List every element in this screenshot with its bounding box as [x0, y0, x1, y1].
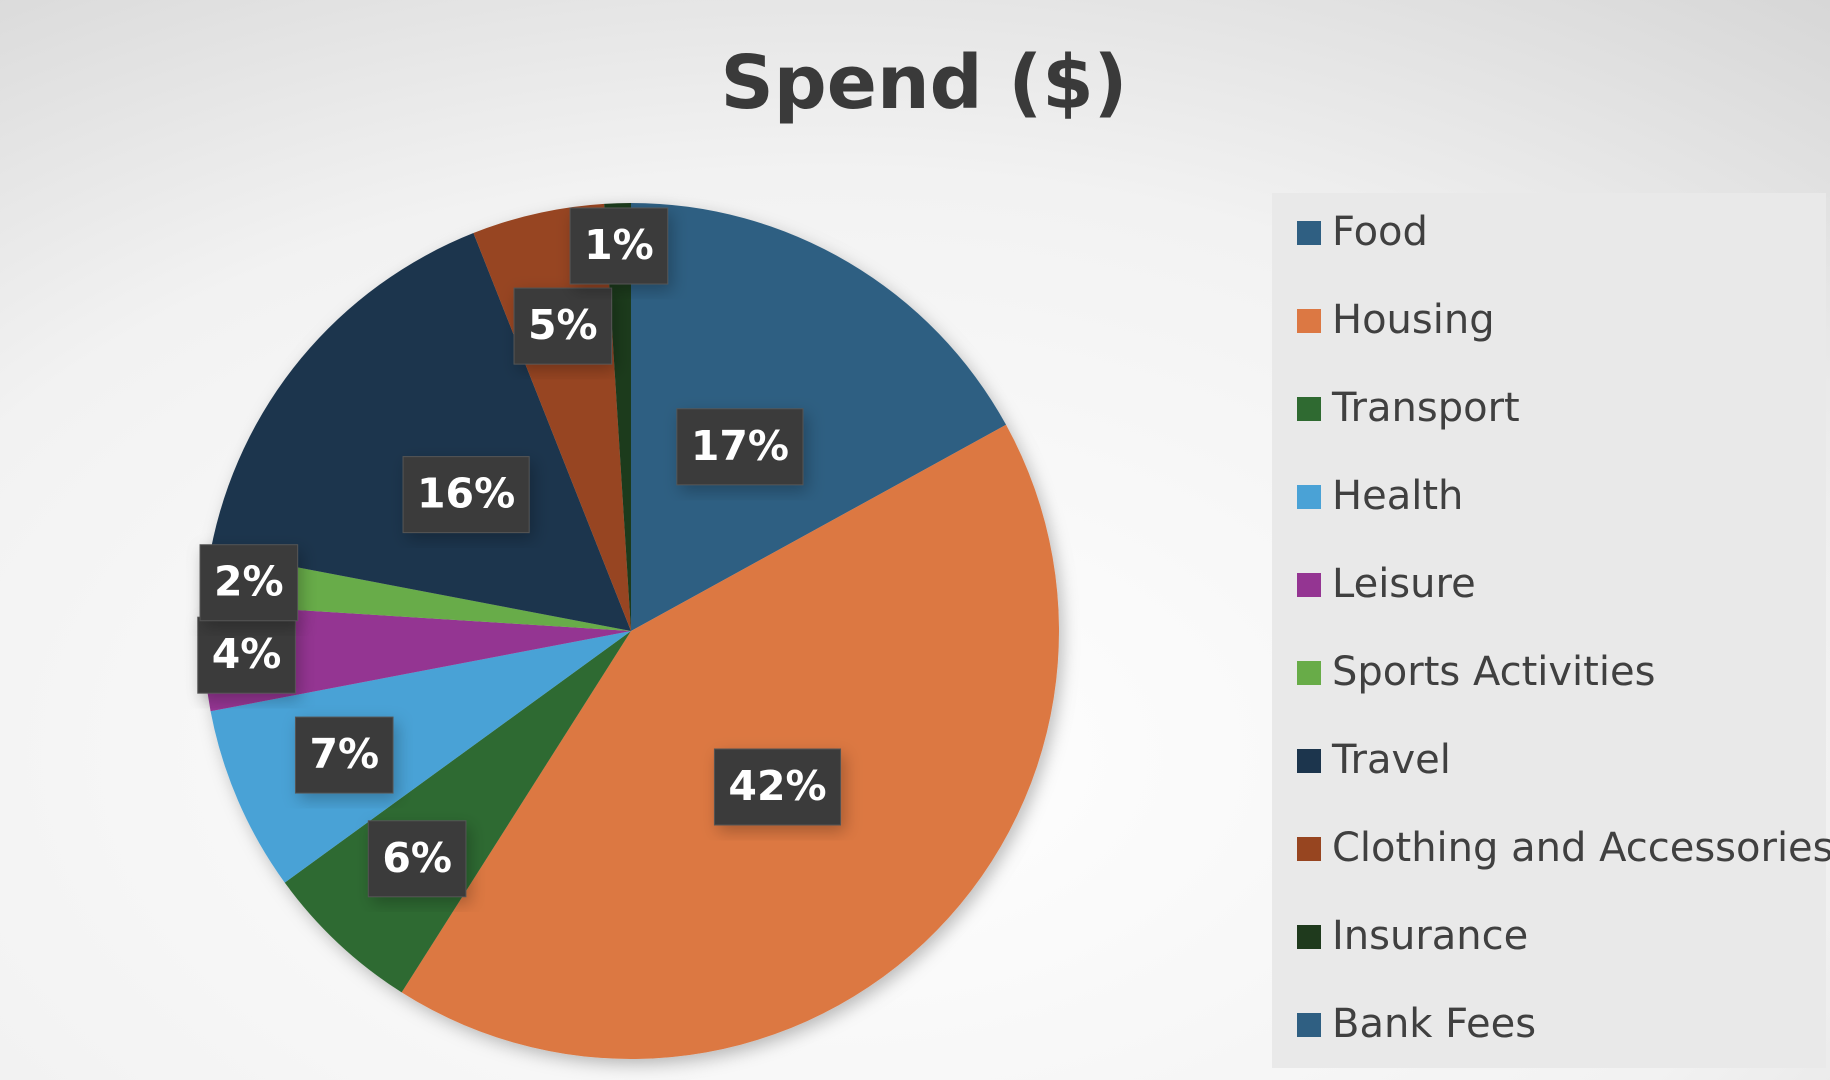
legend-swatch: [1297, 573, 1321, 597]
pie-slice: [401, 424, 1059, 1059]
data-label-box: [367, 820, 467, 898]
data-label-box: [513, 287, 613, 365]
data-label: 6%: [382, 834, 452, 882]
legend-label: Clothing and Accessories: [1332, 825, 1830, 871]
legend-swatch: [1297, 485, 1321, 509]
legend-label: Travel: [1331, 737, 1451, 783]
data-label-box: [197, 616, 296, 694]
legend-label: Sports Activities: [1332, 649, 1655, 695]
data-label: 2%: [214, 558, 284, 606]
data-label-box: [294, 716, 394, 794]
legend-label: Transport: [1331, 385, 1520, 431]
legend-swatch: [1297, 661, 1321, 685]
data-label: 1%: [584, 221, 654, 269]
data-label-box: [402, 456, 530, 534]
legend-swatch: [1297, 309, 1321, 333]
legend-label: Housing: [1332, 297, 1495, 343]
chart-title: Spend ($): [721, 40, 1128, 126]
pie: [203, 203, 1059, 1059]
pie-slice: [631, 203, 1007, 631]
data-label: 4%: [212, 630, 282, 678]
legend-swatch: [1297, 749, 1321, 773]
legend-swatch: [1297, 221, 1321, 245]
data-label-box: [199, 544, 299, 622]
data-label: 17%: [691, 422, 789, 470]
pie-slice: [284, 631, 631, 993]
legend-label: Health: [1332, 473, 1463, 519]
data-label: 42%: [728, 762, 826, 810]
data-label: 5%: [528, 301, 598, 349]
data-label-box: [713, 748, 842, 826]
legend-label: Bank Fees: [1332, 1001, 1536, 1047]
data-labels: 17% 42% 6% 7% 4% 2% 16% 5% 1%: [197, 207, 842, 898]
data-label: 16%: [417, 470, 515, 518]
pie-slice: [203, 550, 632, 631]
data-label-box: [676, 408, 804, 486]
pie-slice: [210, 631, 631, 883]
legend-swatch: [1297, 397, 1321, 421]
legend-label: Food: [1332, 209, 1428, 255]
data-label-box: [569, 207, 669, 285]
legend-label: Insurance: [1332, 913, 1528, 959]
legend-swatch: [1297, 925, 1321, 949]
legend-label: Leisure: [1332, 561, 1476, 607]
data-label: 7%: [309, 730, 379, 778]
legend-swatch: [1297, 837, 1321, 861]
legend: Food Housing Transport Health Leisure Sports …: [1297, 209, 1830, 1047]
pie-slice: [203, 604, 631, 712]
legend-swatch: [1297, 1013, 1321, 1037]
legend-box: [1272, 193, 1826, 1068]
